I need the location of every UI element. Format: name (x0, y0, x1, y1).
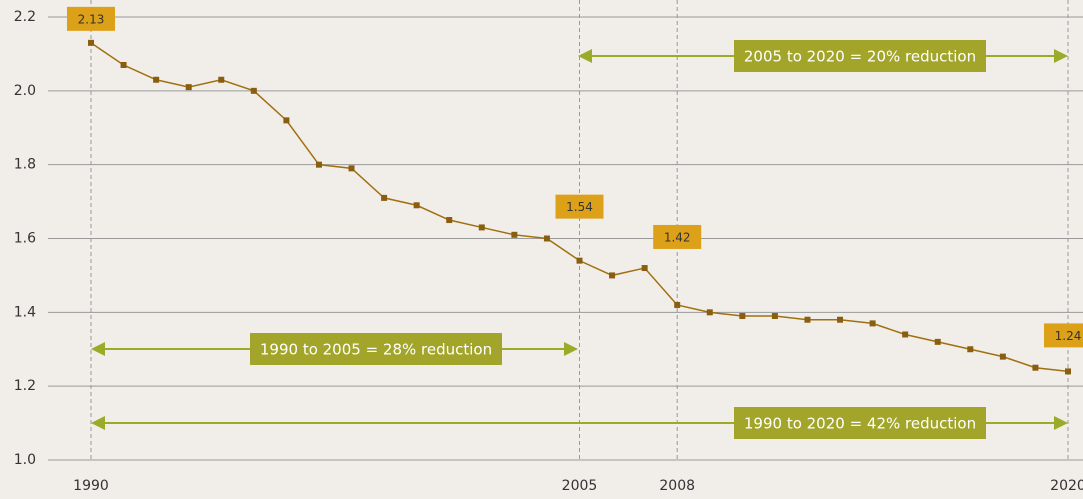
annotation-box (734, 407, 986, 439)
marker (771, 313, 778, 320)
arrow-head (91, 416, 105, 430)
marker (446, 217, 453, 224)
marker (967, 346, 974, 353)
arrow-head (91, 342, 105, 356)
annotation: 1990 to 2020 = 42% reduction (744, 415, 976, 433)
marker (999, 353, 1006, 360)
arrow-head (578, 49, 592, 63)
y-tick-label: 1.4 (14, 304, 36, 320)
arrow-head (1054, 416, 1068, 430)
value-label-box (67, 6, 115, 31)
marker (250, 87, 257, 94)
annotation-box (250, 333, 502, 365)
annotation: 2005 to 2020 = 20% reduction (744, 48, 976, 66)
value-label: 1.24 (1055, 329, 1082, 343)
marker (739, 313, 746, 320)
value-label-box (555, 194, 604, 219)
value-label-box (653, 224, 702, 249)
value-label: 2.13 (78, 12, 105, 26)
marker (869, 320, 876, 327)
marker (315, 161, 322, 168)
x-tick-label: 1990 (73, 478, 109, 494)
marker (1032, 364, 1039, 371)
marker (706, 309, 713, 316)
x-tick-label: 2008 (659, 478, 695, 494)
annotation: 1990 to 2005 = 28% reduction (260, 341, 492, 359)
marker (413, 202, 420, 209)
arrow-head (564, 342, 578, 356)
annotation-box (734, 40, 986, 72)
marker (837, 316, 844, 323)
y-tick-label: 2.2 (14, 9, 36, 25)
marker (641, 265, 648, 272)
marker (348, 165, 355, 172)
value-label-box (1044, 323, 1083, 348)
marker (185, 84, 192, 91)
marker (283, 117, 290, 124)
marker (511, 231, 518, 238)
value-label: 1.42 (664, 230, 691, 244)
marker (1065, 368, 1071, 375)
marker (804, 316, 811, 323)
marker (609, 272, 616, 279)
marker (153, 76, 160, 83)
x-tick-label: 2005 (562, 478, 598, 494)
x-tick-label: 2020 (1050, 478, 1083, 494)
y-tick-label: 1.8 (14, 157, 36, 173)
marker (381, 194, 388, 201)
marker (576, 257, 583, 264)
marker (543, 235, 550, 242)
y-tick-label: 1.2 (14, 378, 36, 394)
arrow-head (1054, 49, 1068, 63)
y-tick-label: 1.0 (14, 452, 36, 468)
marker (88, 39, 94, 46)
marker (674, 301, 681, 308)
marker (934, 338, 941, 345)
marker (478, 224, 485, 231)
marker (218, 76, 225, 83)
y-tick-label: 1.6 (14, 231, 36, 247)
y-tick-label: 2.0 (14, 83, 36, 99)
value-label: 1.54 (566, 200, 593, 214)
marker (902, 331, 909, 338)
marker (120, 61, 127, 68)
